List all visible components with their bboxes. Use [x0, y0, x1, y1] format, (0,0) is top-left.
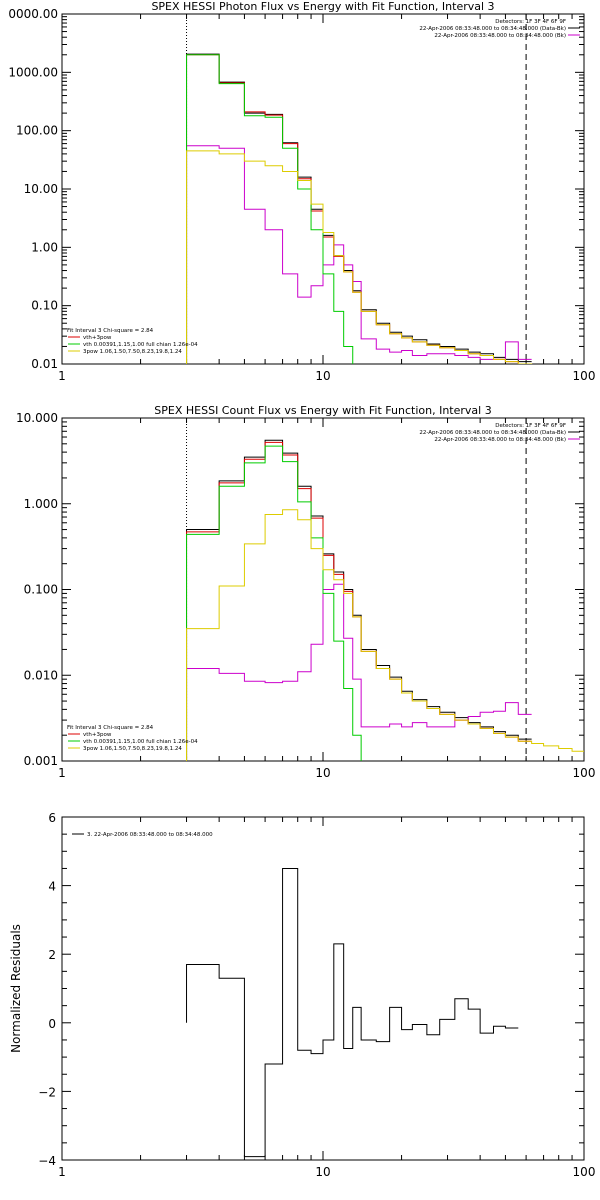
y-tick-label: 1000.00	[8, 65, 58, 79]
series-line	[186, 583, 532, 761]
x-tick-label: 100	[573, 766, 596, 780]
legend-top-right-text: 22-Apr-2006 08:33:48.000 to 08:34:48.000…	[419, 430, 566, 436]
y-tick-label: 0.10	[31, 299, 58, 313]
plot-frame	[61, 816, 585, 1161]
x-tick-label: 10	[315, 1165, 330, 1179]
y-tick-label: 2	[48, 948, 56, 962]
series-line	[186, 53, 532, 364]
x-tick-label: 1	[58, 766, 66, 780]
chart-title: SPEX HESSI Photon Flux vs Energy with Fi…	[151, 0, 494, 13]
legend-bottom-left-text: vth+3pow	[83, 732, 112, 738]
legend-bottom-left-text: 3pow 1.06,1.50,7.50,8.23,19.8,1.24	[83, 349, 182, 355]
y-tick-label: −2	[38, 1085, 56, 1099]
chart-1: SPEX HESSI Photon Flux vs Energy with Fi…	[8, 0, 596, 383]
legend-bottom-left-text: 3pow 1.06,1.50,7.50,8.23,19.8,1.24	[83, 746, 182, 752]
series-line	[186, 445, 362, 761]
y-tick-label: 1.000	[24, 497, 58, 511]
x-tick-label: 100	[573, 369, 596, 383]
chart-3: 1 10 100 6 4 2 0 −2 −4 Normalized Residuals 3. 22-…	[9, 811, 595, 1179]
legend-bottom-left-text: vth+3pow	[83, 335, 112, 341]
series-line	[186, 439, 532, 761]
y-tick-label: 0	[48, 1017, 56, 1031]
chart-2: SPEX HESSI Count Flux vs Energy with Fit…	[16, 404, 596, 780]
legend-top-right-text: 22-Apr-2006 08:33:48.000 to 08:34:48.000…	[434, 33, 566, 39]
series-line	[186, 54, 533, 364]
y-axis-label: Normalized Residuals	[9, 924, 23, 1053]
series-group	[186, 53, 533, 364]
legend-bottom-left-text: Fit Interval 3 Chi-square = 2.84	[67, 725, 154, 731]
series-line	[186, 54, 354, 364]
legend-top-right-text: Detectors: 1F 3F 4F 6F 9F	[495, 423, 566, 429]
legend-top-right-text: 22-Apr-2006 08:33:48.000 to 08:34:48.000…	[434, 437, 566, 443]
x-tick-label: 1	[58, 369, 66, 383]
series-group	[186, 439, 584, 761]
plot-frame	[61, 13, 585, 365]
y-tick-label: 0.100	[24, 583, 58, 597]
legend-bottom-left-text: vth 0.00391,1.15,1.00 full chian 1.26e-0…	[83, 739, 198, 745]
legend-bottom-left-text: Fit Interval 3 Chi-square = 2.84	[67, 328, 154, 334]
y-tick-label: −4	[38, 1154, 56, 1168]
y-tick-label: 0000.00	[8, 7, 58, 21]
x-tick-label: 10	[315, 766, 330, 780]
x-tick-label: 1	[58, 1165, 66, 1179]
y-tick-label: 0.010	[24, 668, 58, 682]
y-tick-label: 100.00	[16, 124, 58, 138]
y-tick-label: 10.000	[16, 411, 58, 425]
y-tick-label: 0.01	[31, 357, 58, 371]
chart-title: SPEX HESSI Count Flux vs Energy with Fit…	[154, 404, 491, 417]
series-group	[186, 867, 519, 1158]
series-line	[186, 150, 533, 364]
series-line	[186, 441, 532, 761]
series-line	[186, 509, 584, 761]
y-tick-label: 0.001	[24, 754, 58, 768]
series-line	[186, 867, 519, 1158]
series-line	[186, 145, 532, 364]
x-tick-label: 10	[315, 369, 330, 383]
x-tick-label: 100	[573, 1165, 596, 1179]
y-tick-label: 10.00	[24, 182, 58, 196]
y-tick-label: 4	[48, 880, 56, 894]
legend-top-right-text: Detectors: 1F 3F 4F 6F 9F	[495, 19, 566, 25]
legend-top-right-text: 22-Apr-2006 08:33:48.000 to 08:34:48.000…	[419, 26, 566, 32]
legend-text: 3. 22-Apr-2006 08:33:48.000 to 08:34:48.…	[87, 832, 213, 838]
y-tick-label: 6	[48, 811, 56, 825]
y-tick-label: 1.00	[31, 240, 58, 254]
legend-bottom-left-text: vth 0.00391,1.15,1.00 full chian 1.26e-0…	[83, 342, 198, 348]
